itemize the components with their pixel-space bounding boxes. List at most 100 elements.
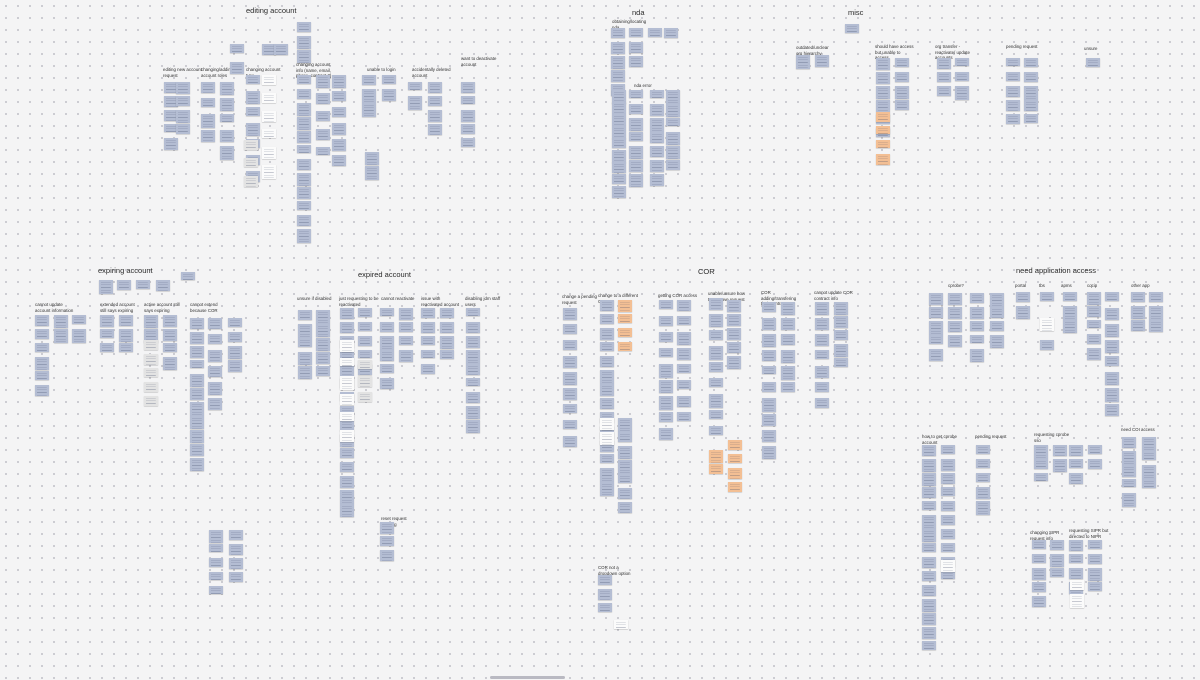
sticky-note[interactable]	[297, 89, 311, 99]
sticky-note[interactable]	[629, 132, 643, 141]
sticky-note[interactable]	[650, 174, 664, 186]
sticky-note[interactable]	[600, 384, 614, 396]
sticky-note[interactable]	[612, 126, 626, 139]
sticky-note[interactable]	[1131, 292, 1145, 302]
sticky-note[interactable]	[600, 314, 614, 324]
sticky-note[interactable]	[297, 215, 311, 226]
sticky-note[interactable]	[164, 110, 178, 121]
sticky-note[interactable]	[1069, 554, 1083, 563]
sticky-note[interactable]	[190, 458, 204, 471]
sticky-note[interactable]	[1050, 568, 1064, 577]
sticky-note[interactable]	[600, 468, 614, 482]
sticky-note[interactable]	[941, 515, 955, 525]
sticky-note[interactable]	[201, 114, 215, 128]
sticky-note[interactable]	[948, 293, 962, 305]
sticky-note[interactable]	[340, 350, 354, 359]
sticky-note[interactable]	[781, 382, 795, 392]
sticky-note[interactable]	[709, 330, 723, 340]
sticky-note[interactable]	[563, 356, 577, 368]
sticky-note[interactable]	[220, 98, 234, 111]
sticky-note[interactable]	[298, 366, 312, 379]
sticky-note[interactable]	[164, 124, 178, 132]
sticky-note[interactable]	[1088, 582, 1102, 591]
sticky-note[interactable]	[1053, 459, 1067, 472]
sticky-note[interactable]	[332, 75, 346, 88]
sticky-note[interactable]	[144, 396, 158, 406]
sticky-note[interactable]	[600, 370, 614, 384]
sticky-note[interactable]	[781, 350, 795, 363]
sticky-note[interactable]	[35, 385, 49, 396]
sticky-note[interactable]	[815, 302, 829, 315]
sticky-note[interactable]	[274, 44, 288, 55]
sticky-note[interactable]	[709, 464, 723, 474]
sticky-note[interactable]	[1040, 340, 1054, 350]
sticky-note[interactable]	[176, 124, 190, 134]
sticky-note[interactable]	[922, 459, 936, 472]
sticky-note[interactable]	[876, 154, 890, 165]
sticky-note[interactable]	[922, 641, 936, 650]
sticky-note[interactable]	[815, 55, 829, 67]
sticky-note[interactable]	[466, 406, 480, 419]
sticky-note[interactable]	[421, 364, 435, 374]
sticky-note[interactable]	[941, 487, 955, 496]
sticky-note[interactable]	[340, 462, 354, 472]
sticky-note[interactable]	[563, 420, 577, 429]
sticky-note[interactable]	[1105, 292, 1119, 301]
sticky-note[interactable]	[208, 350, 222, 362]
sticky-note[interactable]	[1149, 292, 1163, 302]
sticky-note[interactable]	[176, 96, 190, 106]
sticky-note[interactable]	[618, 474, 632, 483]
sticky-note[interactable]	[362, 75, 376, 85]
sticky-note[interactable]	[190, 444, 204, 456]
sticky-note[interactable]	[1024, 100, 1038, 111]
sticky-note[interactable]	[316, 93, 330, 104]
sticky-note[interactable]	[220, 114, 234, 122]
sticky-note[interactable]	[316, 366, 330, 376]
sticky-note[interactable]	[1105, 372, 1119, 385]
sticky-note[interactable]	[1088, 445, 1102, 454]
sticky-note[interactable]	[666, 160, 680, 170]
sticky-note[interactable]	[399, 308, 413, 320]
sticky-note[interactable]	[340, 504, 354, 517]
sticky-note[interactable]	[208, 334, 222, 344]
sticky-note[interactable]	[937, 86, 951, 96]
sticky-note[interactable]	[35, 357, 49, 370]
sticky-note[interactable]	[72, 315, 86, 324]
sticky-note[interactable]	[834, 316, 848, 328]
sticky-note[interactable]	[955, 86, 969, 100]
sticky-note[interactable]	[922, 543, 936, 552]
sticky-note[interactable]	[1105, 388, 1119, 402]
sticky-note[interactable]	[976, 473, 990, 482]
sticky-note[interactable]	[190, 360, 204, 368]
sticky-note[interactable]	[1122, 437, 1136, 448]
sticky-note[interactable]	[618, 328, 632, 337]
sticky-note[interactable]	[727, 300, 741, 312]
sticky-note[interactable]	[99, 280, 113, 294]
sticky-note[interactable]	[762, 382, 776, 392]
sticky-note[interactable]	[937, 72, 951, 82]
sticky-note[interactable]	[316, 338, 330, 351]
sticky-note[interactable]	[382, 75, 396, 84]
sticky-note[interactable]	[1032, 596, 1046, 607]
sticky-note[interactable]	[895, 58, 909, 67]
sticky-note[interactable]	[461, 124, 475, 134]
sticky-note[interactable]	[563, 388, 577, 400]
sticky-note[interactable]	[762, 398, 776, 412]
sticky-note[interactable]	[340, 490, 354, 504]
sticky-note[interactable]	[340, 340, 354, 352]
sticky-note[interactable]	[119, 343, 133, 352]
sticky-note[interactable]	[340, 364, 354, 376]
sticky-note[interactable]	[876, 72, 890, 84]
sticky-note[interactable]	[600, 454, 614, 463]
sticky-note[interactable]	[922, 473, 936, 486]
sticky-note[interactable]	[209, 572, 223, 580]
sticky-note[interactable]	[612, 162, 626, 173]
sticky-note[interactable]	[340, 448, 354, 458]
sticky-note[interactable]	[208, 382, 222, 395]
sticky-note[interactable]	[941, 445, 955, 454]
sticky-note[interactable]	[618, 502, 632, 513]
sticky-note[interactable]	[614, 620, 628, 629]
sticky-note[interactable]	[262, 44, 276, 55]
sticky-note[interactable]	[970, 293, 984, 303]
sticky-note[interactable]	[1069, 445, 1083, 456]
